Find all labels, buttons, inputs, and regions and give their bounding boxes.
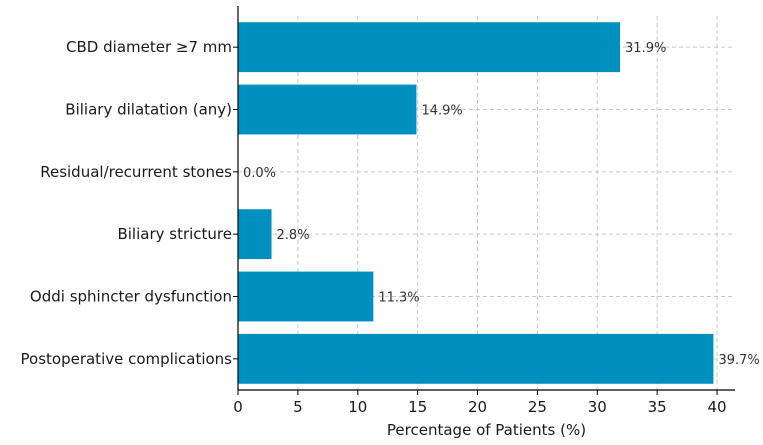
x-tick-label: 20 <box>468 398 487 416</box>
category-label: Postoperative complications <box>21 350 233 368</box>
x-tick-label: 0 <box>233 398 243 416</box>
x-tick-label: 5 <box>293 398 303 416</box>
category-label: Residual/recurrent stones <box>40 163 232 181</box>
value-label: 39.7% <box>718 353 759 368</box>
bar <box>238 209 272 260</box>
value-label: 11.3% <box>378 291 419 306</box>
category-label: CBD diameter ≥7 mm <box>66 38 232 56</box>
axes-layer <box>233 6 735 395</box>
value-label: 14.9% <box>421 104 462 119</box>
x-tick-label: 30 <box>588 398 607 416</box>
category-label: Biliary dilatation (any) <box>65 101 232 119</box>
bar <box>238 271 374 322</box>
x-tick-label: 10 <box>348 398 367 416</box>
value-label: 31.9% <box>625 41 666 56</box>
bar <box>238 22 621 73</box>
category-label: Oddi sphincter dysfunction <box>30 288 232 306</box>
labels-layer: 0 5 10 15 20 25 30 35 40 CBD diameter ≥7 mm 31.9% B… <box>21 38 760 416</box>
x-tick-label: 40 <box>707 398 726 416</box>
x-tick-label: 25 <box>528 398 547 416</box>
value-label: 2.8% <box>277 228 310 243</box>
x-tick-label: 35 <box>648 398 667 416</box>
category-label: Biliary stricture <box>117 225 232 243</box>
bars-layer <box>238 22 714 384</box>
x-axis-title: Percentage of Patients (%) <box>387 421 586 439</box>
bar <box>238 333 714 384</box>
value-label: 0.0% <box>243 166 276 181</box>
bar <box>238 84 417 135</box>
x-tick-label: 15 <box>408 398 427 416</box>
